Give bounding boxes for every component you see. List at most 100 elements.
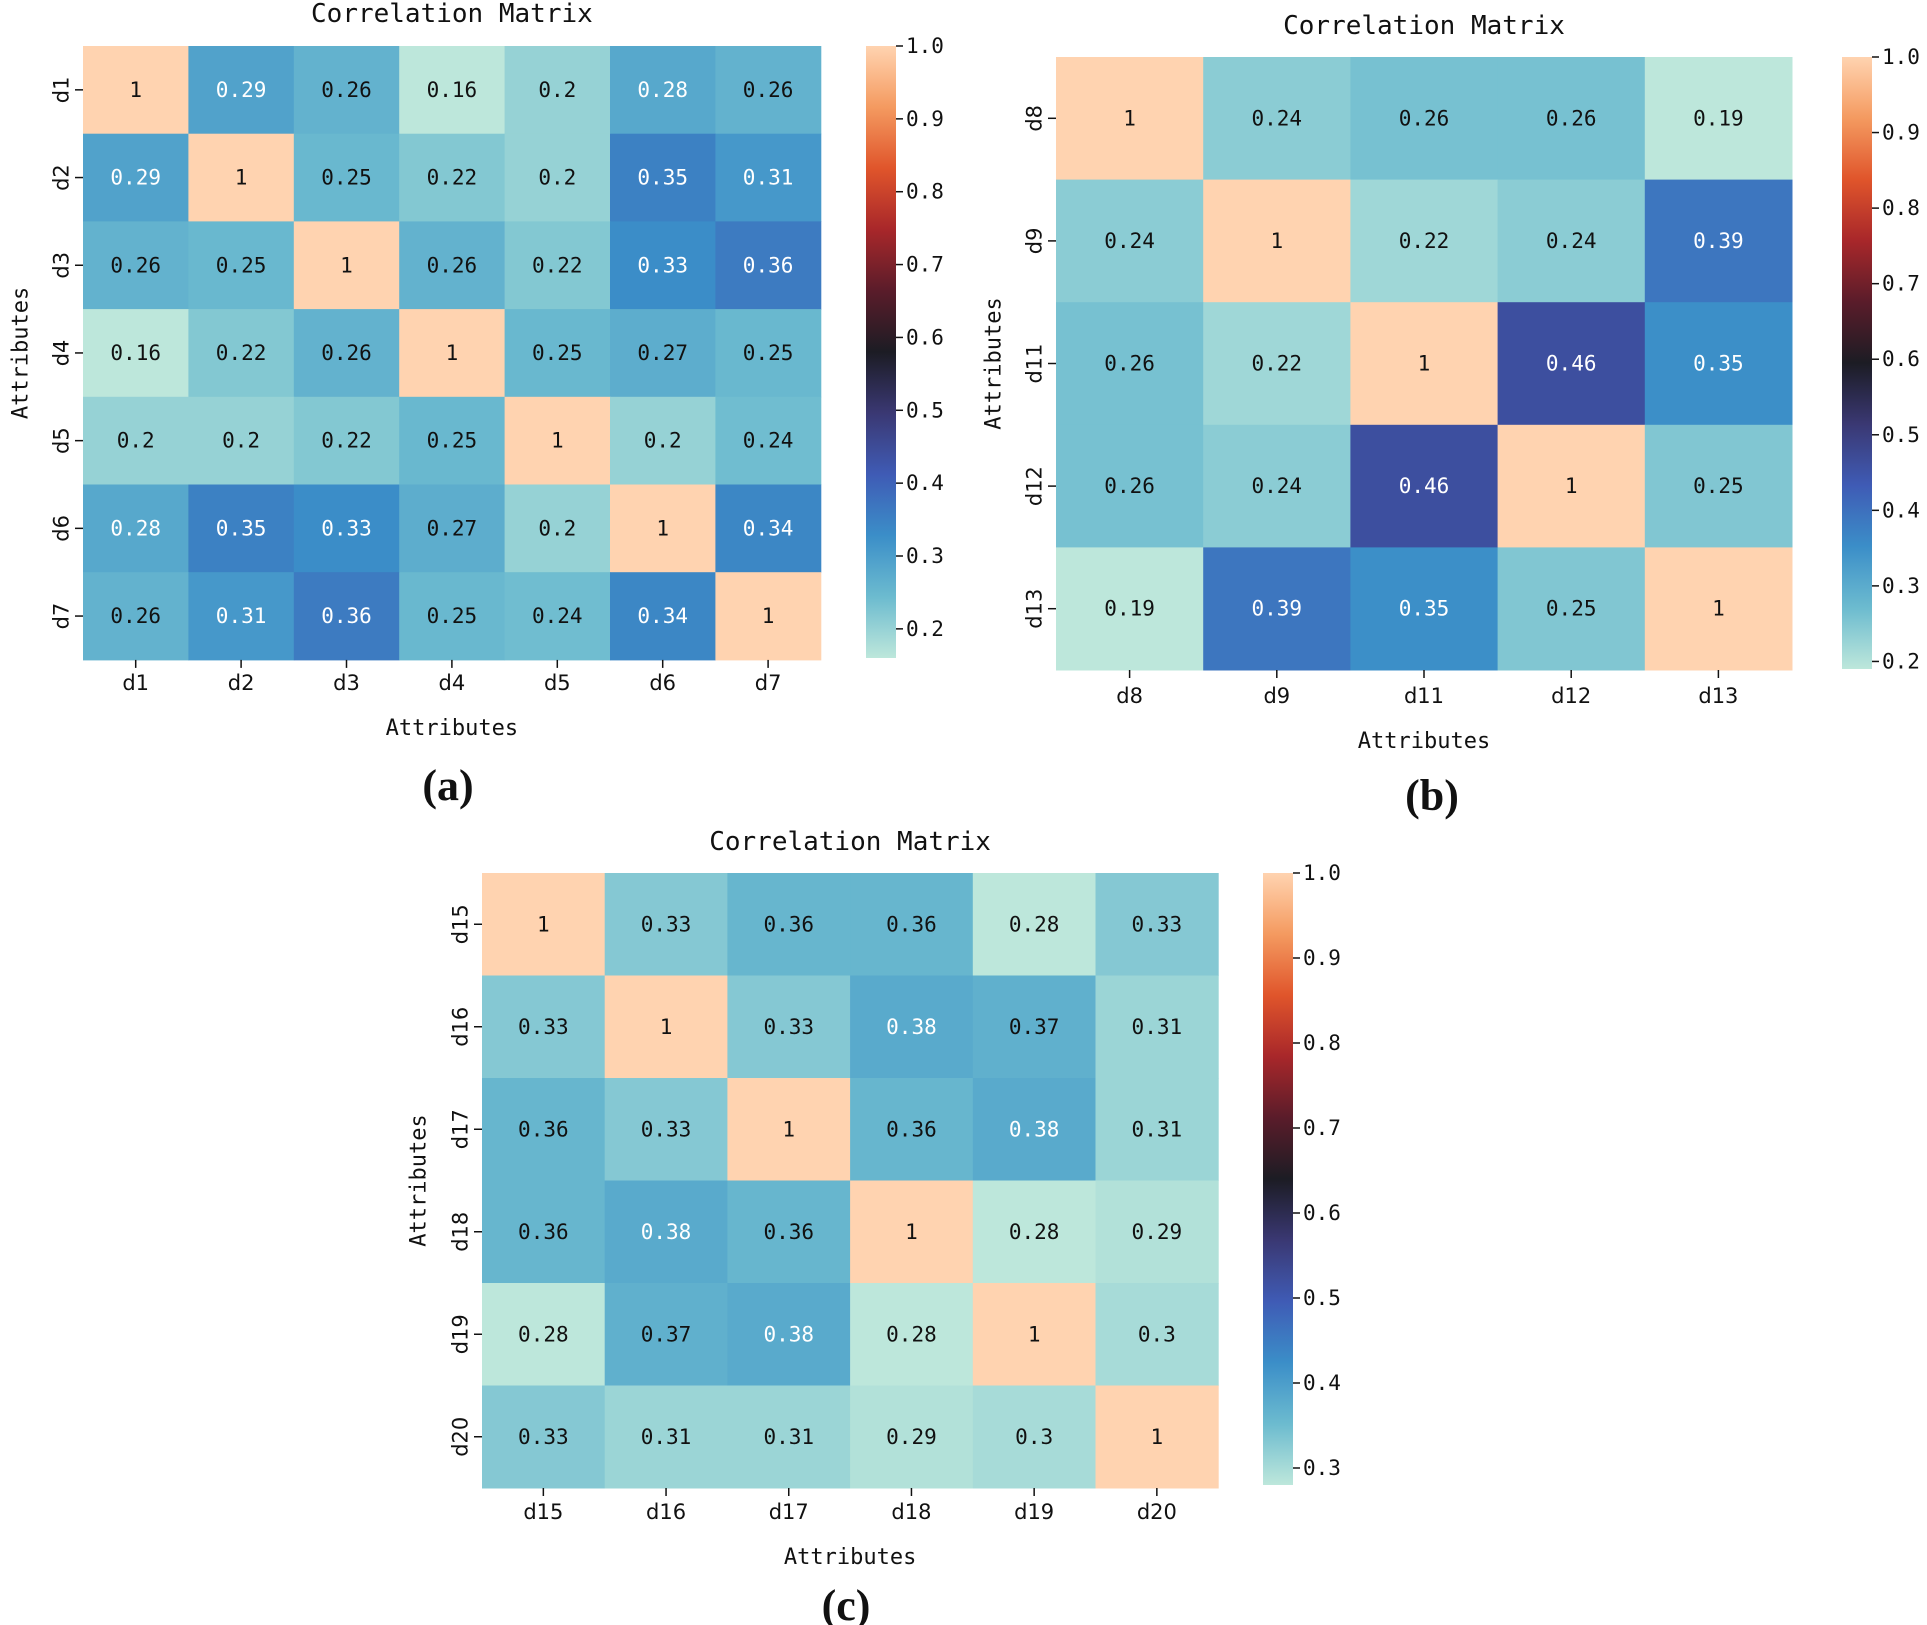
- cell-value-label: 1: [340, 253, 353, 277]
- heatmap-cell: [1056, 302, 1204, 426]
- heatmap-cell: [972, 975, 1096, 1079]
- colorbar-tick-label: 0.5: [1882, 423, 1920, 447]
- cell-value-label: 0.38: [886, 1015, 937, 1039]
- heatmap-cell: [1203, 179, 1351, 303]
- x-tick-label: d7: [755, 671, 782, 695]
- heatmap-cell: [850, 1385, 974, 1489]
- cell-value-label: 0.22: [1399, 229, 1450, 253]
- colorbar-tick-label: 0.4: [1303, 1371, 1341, 1395]
- colorbar-tick-label: 0.9: [1882, 121, 1920, 145]
- heatmap-cell: [604, 1078, 728, 1181]
- heatmap-cell: [188, 484, 295, 573]
- heatmap-cell: [83, 572, 189, 661]
- cell-value-label: 0.2: [117, 429, 155, 453]
- cell-value-label: 0.36: [886, 912, 937, 936]
- colorbar-tick-label: 0.6: [906, 325, 944, 349]
- cell-value-label: 0.33: [321, 516, 372, 540]
- colorbar-tick-label: 0.9: [906, 107, 944, 131]
- heatmap-cell: [1203, 424, 1351, 548]
- cell-value-label: 0.39: [1252, 597, 1303, 621]
- cell-value-label: 0.24: [1252, 106, 1303, 130]
- heatmap-cell: [727, 1385, 851, 1489]
- heatmap-cell: [972, 1385, 1096, 1489]
- cell-value-label: 0.25: [1693, 474, 1744, 498]
- cell-value-label: 0.28: [886, 1322, 937, 1346]
- heatmap-cell: [610, 572, 716, 661]
- y-tick-label: d11: [1022, 343, 1046, 383]
- heatmap-cell: [83, 309, 189, 398]
- colorbar-tick-label: 0.7: [1303, 1116, 1341, 1140]
- heatmap-cell: [293, 309, 400, 398]
- heatmap-cell: [188, 221, 295, 310]
- y-tick-label: d18: [448, 1212, 472, 1252]
- heatmap-cell: [727, 975, 851, 1079]
- cell-value-label: 1: [446, 341, 459, 365]
- heatmap-cell: [715, 396, 822, 485]
- heatmap-cell: [293, 133, 400, 222]
- cell-value-label: 0.3: [1138, 1322, 1176, 1346]
- cell-value-label: 0.34: [637, 604, 688, 628]
- cell-value-label: 0.26: [321, 341, 372, 365]
- heatmap-cell: [1497, 302, 1646, 426]
- heatmap-cell: [188, 46, 295, 135]
- heatmap-cell: [972, 1180, 1096, 1284]
- heatmap-cell: [293, 46, 400, 135]
- cell-value-label: 0.37: [1009, 1015, 1060, 1039]
- x-tick-label: d3: [333, 671, 360, 695]
- heatmap-cell: [482, 873, 606, 976]
- heatmap-cell: [1095, 873, 1219, 976]
- cell-value-label: 0.25: [321, 166, 372, 190]
- cell-value-label: 0.24: [532, 604, 583, 628]
- cell-value-label: 0.33: [518, 1425, 569, 1449]
- y-axis-label: Attributes: [407, 1114, 432, 1246]
- colorbar-tick-label: 0.8: [1303, 1031, 1341, 1055]
- cell-value-label: 0.26: [427, 253, 478, 277]
- cell-value-label: 1: [656, 516, 669, 540]
- cell-value-label: 0.34: [743, 516, 794, 540]
- cell-value-label: 0.33: [518, 1015, 569, 1039]
- heatmap-cell: [715, 309, 822, 398]
- cell-value-label: 0.28: [1009, 1220, 1060, 1244]
- heatmap-cell: [1644, 302, 1793, 426]
- cell-value-label: 0.31: [216, 604, 267, 628]
- cell-value-label: 0.26: [743, 78, 794, 102]
- panel-caption: (a): [422, 761, 473, 810]
- heatmap-cell: [1203, 547, 1351, 671]
- heatmap-cell: [188, 309, 295, 398]
- heatmap-cell: [610, 309, 716, 398]
- heatmap-cell: [1644, 179, 1793, 303]
- cell-value-label: 0.27: [637, 341, 688, 365]
- colorbar-tick-label: 0.3: [906, 544, 944, 568]
- heatmap-cell: [715, 572, 822, 661]
- x-tick-label: d5: [544, 671, 571, 695]
- y-axis-label: Attributes: [982, 297, 1007, 429]
- cell-value-label: 1: [905, 1220, 918, 1244]
- cell-value-label: 0.31: [1132, 1015, 1183, 1039]
- heatmap-cell: [83, 46, 189, 135]
- cell-value-label: 1: [1565, 474, 1578, 498]
- colorbar: [1263, 873, 1293, 1485]
- cell-value-label: 0.28: [1009, 912, 1060, 936]
- cell-value-label: 0.2: [538, 78, 576, 102]
- heatmap-cell: [504, 396, 611, 485]
- cell-value-label: 0.25: [427, 429, 478, 453]
- cell-value-label: 0.24: [1104, 229, 1155, 253]
- cell-value-label: 0.36: [743, 253, 794, 277]
- cell-value-label: 0.35: [216, 516, 267, 540]
- cell-value-label: 0.22: [427, 166, 478, 190]
- y-tick-label: d12: [1022, 466, 1046, 506]
- colorbar-tick-label: 0.3: [1882, 574, 1920, 598]
- cell-value-label: 0.19: [1693, 106, 1744, 130]
- heatmap-cell: [1350, 179, 1499, 303]
- cell-value-label: 0.38: [1009, 1117, 1060, 1141]
- heatmap-cell: [1350, 302, 1499, 426]
- cell-value-label: 0.29: [886, 1425, 937, 1449]
- heatmap-cell: [83, 221, 189, 310]
- cell-value-label: 0.24: [1252, 474, 1303, 498]
- heatmap-cell: [715, 46, 822, 135]
- y-tick-label: d1: [49, 76, 73, 103]
- cell-value-label: 0.31: [641, 1425, 692, 1449]
- y-tick-label: d13: [1022, 589, 1046, 629]
- heatmap-cell: [727, 1078, 851, 1181]
- cell-value-label: 0.28: [637, 78, 688, 102]
